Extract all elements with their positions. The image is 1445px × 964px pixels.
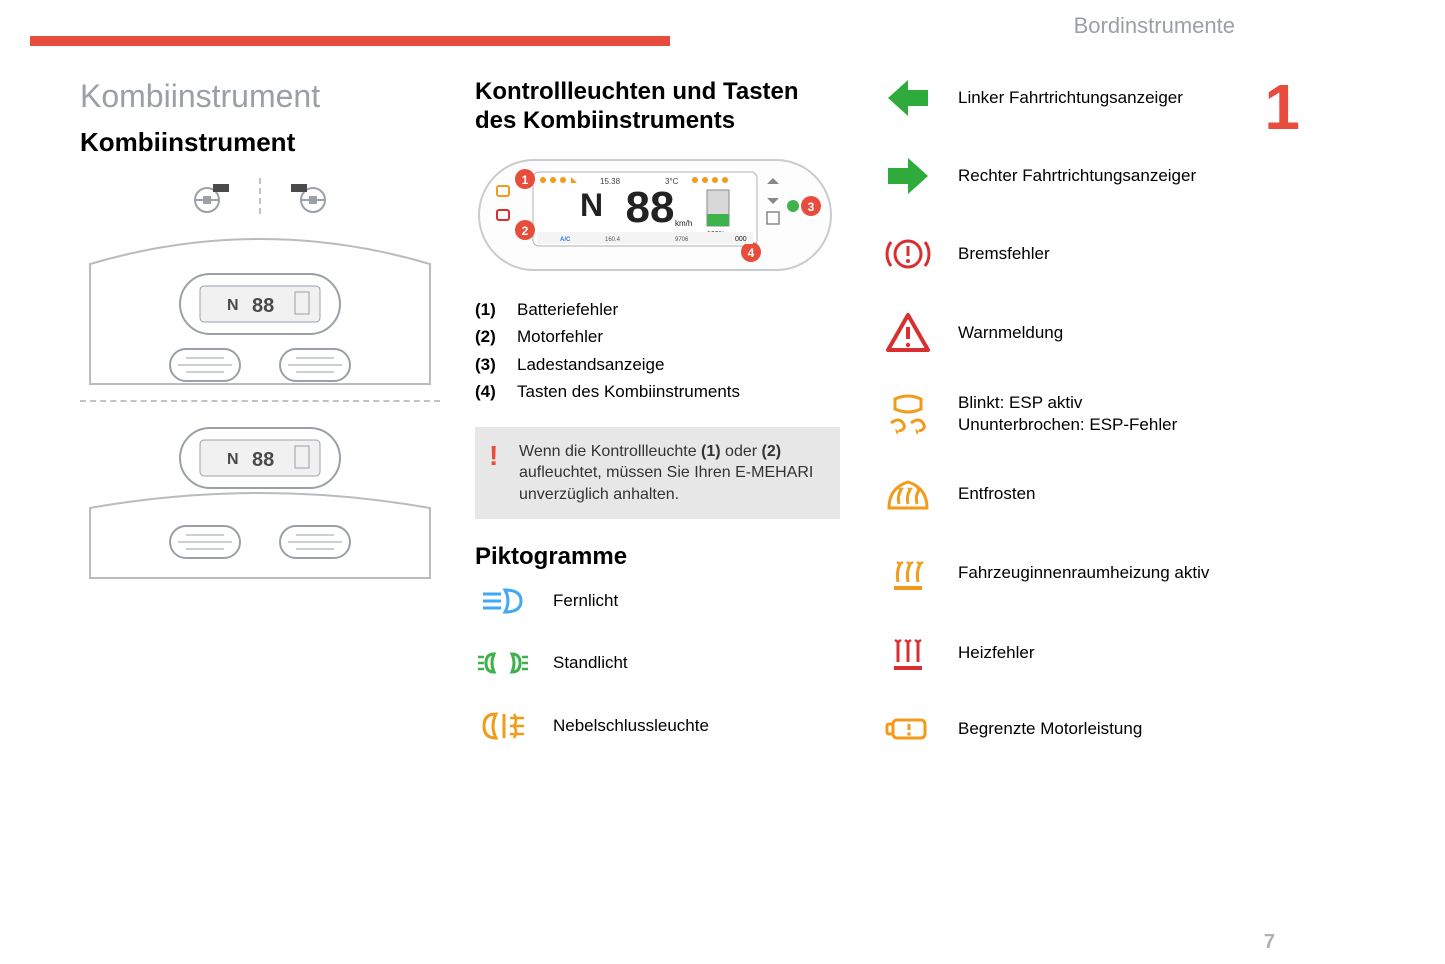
cabin-heat-icon	[888, 552, 928, 594]
page-number: 7	[1264, 931, 1275, 954]
indicator-item: Begrenzte Motorleistung	[880, 712, 1280, 746]
indicator-label: Heizfehler	[958, 642, 1035, 664]
pictogram-heading: Piktogramme	[475, 543, 840, 572]
indicator-label: Fahrzeuginnenraumheizung aktiv	[958, 562, 1209, 584]
svg-text:N: N	[580, 187, 603, 223]
svg-text:A/C: A/C	[560, 237, 571, 243]
chapter-label: Bordinstrumente	[1074, 13, 1235, 39]
list-item: (3)Ladestandsanzeige	[475, 352, 840, 378]
pictogram-item: Nebelschlussleuchte	[475, 710, 840, 742]
pictogram-item: Fernlicht	[475, 586, 840, 616]
list-item: (1)Batteriefehler	[475, 297, 840, 323]
pictogram-label: Standlicht	[553, 653, 628, 673]
left-arrow-icon	[886, 78, 930, 118]
svg-text:9706: 9706	[675, 237, 689, 243]
steering-wheel-left-icon	[191, 178, 243, 214]
svg-text:3°C: 3°C	[665, 177, 679, 186]
indicator-label: Blinkt: ESP aktiv Ununterbrochen: ESP-Fe…	[958, 392, 1177, 436]
left-column: Kombiinstrument Kombiinstrument N 88	[80, 78, 440, 588]
svg-text:N: N	[227, 451, 239, 468]
pictogram-item: Standlicht	[475, 648, 840, 678]
svg-text:88: 88	[252, 449, 274, 471]
svg-text:1: 1	[522, 173, 529, 187]
alert-box: ! Wenn die Kontrollleuchte (1) oder (2) …	[475, 427, 840, 520]
section-title-black: Kombiinstrument	[80, 127, 440, 158]
instrument-cluster-icon: 1 2 3 4 N 88 km/h 15.38 3°C 100% 160.4 9…	[475, 156, 835, 274]
esp-icon	[885, 393, 931, 435]
svg-text:2: 2	[522, 224, 529, 238]
indicator-label: Entfrosten	[958, 483, 1036, 505]
defrost-icon	[885, 474, 931, 514]
indicator-label: Begrenzte Motorleistung	[958, 718, 1142, 740]
svg-text:km/h: km/h	[675, 219, 692, 228]
pictogram-label: Fernlicht	[553, 591, 618, 611]
dashboard-top-icon: N 88	[80, 224, 440, 389]
list-item: (4)Tasten des Kombiinstruments	[475, 379, 840, 405]
indicator-item: Rechter Fahrtrichtungsanzeiger	[880, 156, 1280, 196]
indicator-item: Entfrosten	[880, 474, 1280, 514]
section-title-grey: Kombiinstrument	[80, 78, 440, 115]
indicator-item: Fahrzeuginnenraumheizung aktiv	[880, 552, 1280, 594]
dashboard-illustration: N 88 N 88	[80, 178, 440, 588]
indicator-label: Warnmeldung	[958, 322, 1063, 344]
svg-text:88: 88	[252, 295, 274, 317]
indicator-item: Blinkt: ESP aktiv Ununterbrochen: ESP-Fe…	[880, 392, 1280, 436]
high-beam-icon	[481, 586, 525, 616]
svg-text:N: N	[227, 297, 239, 314]
steering-wheel-right-icon	[277, 178, 329, 214]
svg-text:4: 4	[748, 246, 755, 260]
side-light-icon	[478, 648, 528, 678]
callout-list: (1)Batteriefehler (2)Motorfehler (3)Lade…	[475, 297, 840, 405]
right-arrow-icon	[886, 156, 930, 196]
middle-column: Kontrollleuchten und Tasten des Kombiins…	[475, 78, 840, 774]
indicator-item: Bremsfehler	[880, 234, 1280, 274]
svg-text:88: 88	[626, 183, 675, 232]
indicator-label: Rechter Fahrtrichtungsanzeiger	[958, 165, 1196, 187]
heat-fault-icon	[888, 632, 928, 674]
indicator-item: Linker Fahrtrichtungsanzeiger	[880, 78, 1280, 118]
alert-icon: !	[489, 437, 498, 475]
dashboard-bottom-icon: N 88	[80, 418, 440, 583]
rear-fog-icon	[480, 710, 526, 742]
indicator-item: Warnmeldung	[880, 312, 1280, 354]
svg-text:000: 000	[735, 236, 747, 243]
right-column: Linker Fahrtrichtungsanzeiger Rechter Fa…	[880, 78, 1280, 784]
list-item: (2)Motorfehler	[475, 324, 840, 350]
svg-text:15.38: 15.38	[600, 177, 621, 186]
alert-text: Wenn die Kontrollleuchte (1) oder (2) au…	[519, 443, 813, 503]
indicator-label: Linker Fahrtrichtungsanzeiger	[958, 87, 1183, 109]
header-accent-bar	[30, 36, 670, 46]
indicator-item: Heizfehler	[880, 632, 1280, 674]
brake-fault-icon	[885, 234, 931, 274]
pictogram-label: Nebelschlussleuchte	[553, 716, 709, 736]
warning-icon	[885, 312, 931, 354]
svg-text:3: 3	[808, 200, 815, 214]
motor-limit-icon	[885, 712, 931, 746]
mid-heading: Kontrollleuchten und Tasten des Kombiins…	[475, 78, 840, 136]
indicator-label: Bremsfehler	[958, 243, 1050, 265]
svg-text:160.4: 160.4	[605, 237, 621, 243]
